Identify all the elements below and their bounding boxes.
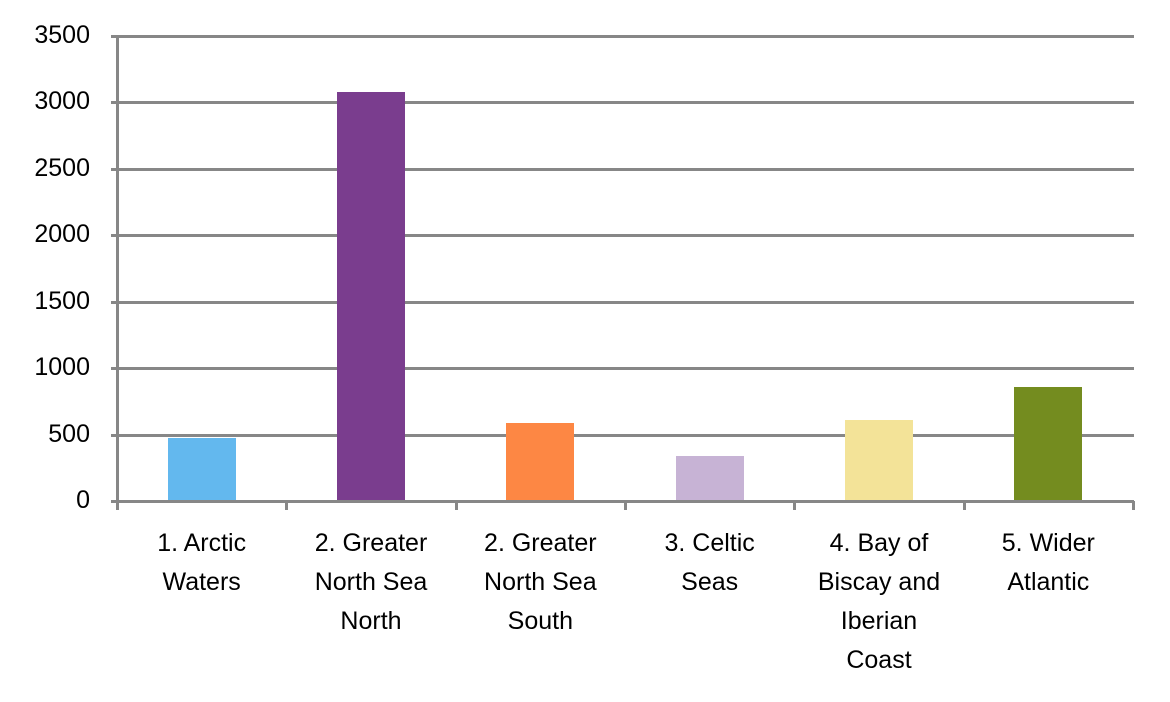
x-tick-label: 2. Greater North Sea South [484,529,597,635]
x-tick-label: 2. Greater North Sea North [314,529,428,635]
y-tick-label: 1500 [34,286,90,315]
bar [167,437,236,501]
bar [337,92,405,501]
bar [675,455,744,501]
x-tick-mark [1132,501,1135,510]
y-axis-line [116,36,119,503]
gridline [111,300,1134,304]
x-tick-label: 3. Celtic Seas [664,529,755,596]
gridline [111,234,1134,238]
x-tick-mark [116,501,119,510]
y-tick-label: 500 [48,419,90,448]
x-tick-mark [793,501,797,510]
x-tick-mark [962,501,966,510]
x-tick-label: 5. Wider Atlantic [1001,529,1095,596]
x-tick-label: 1. Arctic Waters [157,529,247,596]
y-tick-label: 2500 [34,153,90,182]
gridline [111,367,1134,371]
y-tick-label: 0 [76,486,90,514]
bar [506,423,575,501]
x-tick-mark [285,501,289,510]
y-tick-label: 3000 [34,87,90,116]
x-axis-line [111,500,1134,503]
y-tick-label: 3500 [34,21,90,49]
bar [1014,387,1083,501]
x-tick-mark [624,501,627,510]
x-tick-mark [454,501,458,510]
gridline [111,167,1134,171]
gridline [111,35,1134,38]
gridline [111,433,1134,437]
x-tick-label: 4. Bay of Biscay and Iberian Coast [817,529,941,674]
y-tick-label: 2000 [34,220,90,249]
gridline [111,101,1134,105]
y-tick-label: 1000 [34,353,90,382]
bar [845,419,913,501]
